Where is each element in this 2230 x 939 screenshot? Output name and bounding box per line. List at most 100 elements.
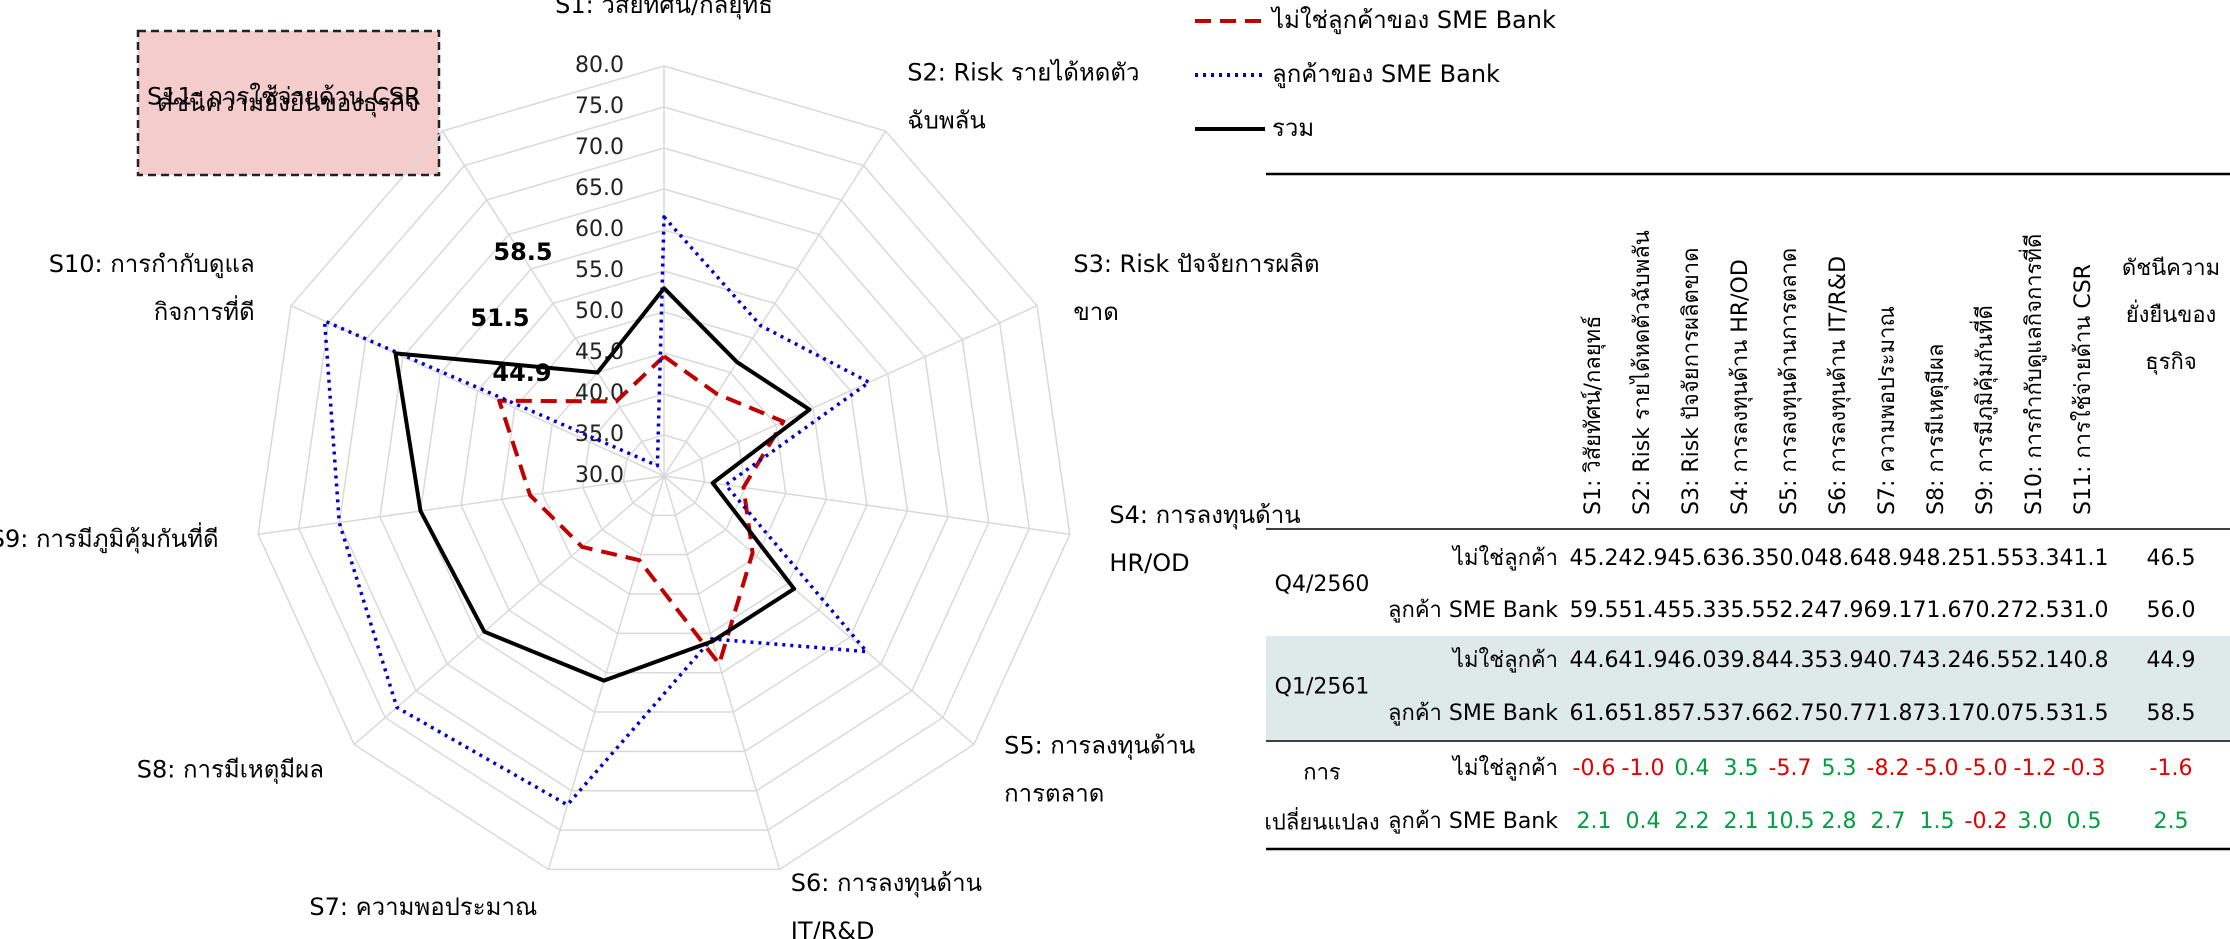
spoke [663, 475, 781, 870]
cell: -0.3 [2063, 756, 2106, 781]
cell: 51.4 [1619, 598, 1668, 623]
cell: 43.2 [1913, 648, 1962, 673]
cell: -1.6 [2150, 756, 2193, 781]
cell: -5.7 [1769, 756, 1812, 781]
spoke [258, 475, 665, 536]
cell: 61.6 [1570, 701, 1619, 726]
annotation: 44.9 [492, 359, 551, 387]
axis-label-line: กิจการที่ดี [154, 295, 255, 326]
cell: -5.0 [1965, 756, 2008, 781]
axis-label: S11: การใช้จ่ายด้าน CSR [147, 82, 421, 110]
index-box [136, 29, 441, 177]
cell: -1.2 [2014, 756, 2057, 781]
column-header: S11: การใช้จ่ายด้าน CSR [2070, 264, 2096, 515]
cell: 70.2 [1962, 598, 2011, 623]
cell: 41.9 [1619, 648, 1668, 673]
group-label: เปลี่ยนแปลง [1264, 807, 1379, 836]
cell: 51.8 [1619, 701, 1668, 726]
spoke [441, 130, 665, 477]
cell: 59.5 [1570, 598, 1619, 623]
cell: 2.2 [1675, 809, 1710, 834]
column-header: ธุรกิจ [2145, 350, 2196, 375]
grid-ring [500, 311, 828, 635]
cell: 52.1 [2011, 648, 2060, 673]
row-label: ไม่ใช่ลูกค้า [1451, 755, 1558, 781]
group-shade [1266, 636, 2230, 740]
r-tick-label: 55.0 [575, 258, 624, 283]
cell: 56.0 [2147, 598, 2196, 623]
cell: 73.1 [1913, 701, 1962, 726]
cell: 71.6 [1913, 598, 1962, 623]
axis-label-line: S10: การกำกับดูแล [49, 250, 255, 279]
axis-label: S8: การมีเหตุมีผล [137, 756, 324, 785]
r-tick-label: 75.0 [575, 94, 624, 119]
axis-label: S6: การลงทุนด้าน IT/R&D [791, 869, 982, 939]
cell: 2.7 [1871, 809, 1906, 834]
axis-label-line: HR/OD [1109, 549, 1189, 577]
cell: 3.5 [1724, 756, 1759, 781]
cell: -0.2 [1965, 809, 2008, 834]
index-box-label: ดัชนีความยั่งยืนของธุรกิจ [157, 86, 419, 118]
grid-ring [460, 270, 868, 674]
column-header: S1: วิสัยทัศน์/กลยุทธ์ [1581, 315, 1606, 515]
group-label: การ [1303, 761, 1341, 786]
cell: 31.5 [2060, 701, 2109, 726]
annotation: 58.5 [493, 238, 552, 266]
column-header: S4: การลงทุนด้าน HR/OD [1728, 259, 1753, 515]
cell: 39.8 [1717, 648, 1766, 673]
column-header: S3: Risk ปัจจัยการผลิตขาด [1679, 248, 1704, 515]
cell: -0.6 [1573, 756, 1616, 781]
cell: 45.2 [1570, 546, 1619, 571]
grid-ring [257, 65, 1071, 871]
spoke [353, 475, 665, 746]
row-label: ไม่ใช่ลูกค้า [1451, 545, 1558, 571]
cell: 37.6 [1717, 701, 1766, 726]
grid-ring [622, 434, 706, 517]
axis-label-line: S11: การใช้จ่ายด้าน CSR [147, 82, 421, 110]
cell: 40.7 [1864, 648, 1913, 673]
cell: 45.6 [1668, 546, 1717, 571]
grid-ring [338, 147, 990, 792]
cell: 44.9 [2147, 648, 2196, 673]
cell: -5.0 [1916, 756, 1959, 781]
cell: 51.5 [1962, 546, 2011, 571]
cell: 2.1 [1577, 809, 1612, 834]
grid-ring [582, 393, 746, 556]
column-header: ยั่งยืนของ [2126, 299, 2217, 328]
cell: 55.3 [1668, 598, 1717, 623]
cell: -8.2 [1867, 756, 1910, 781]
axis-label-line: S6: การลงทุนด้าน [791, 869, 982, 898]
cell: 41.1 [2060, 546, 2109, 571]
cell: 2.8 [1822, 809, 1857, 834]
cell: 42.9 [1619, 546, 1668, 571]
cell: 75.5 [2011, 701, 2060, 726]
cell: 40.8 [2060, 648, 2109, 673]
grid-ring [419, 229, 909, 713]
cell: 31.0 [2060, 598, 2109, 623]
spoke [663, 475, 1070, 536]
cell: 1.5 [1920, 809, 1955, 834]
r-tick-label: 70.0 [575, 135, 624, 160]
cell: 53.3 [2011, 546, 2060, 571]
spoke [663, 475, 975, 746]
r-tick-label: 65.0 [575, 176, 624, 201]
axis-label: S10: การกำกับดูแลกิจการที่ดี [49, 250, 255, 326]
axis-label-line: S4: การลงทุนด้าน [1109, 501, 1300, 530]
cell: 46.0 [1668, 648, 1717, 673]
legend-label: ลูกค้าของ SME Bank [1272, 60, 1500, 89]
column-header: S2: Risk รายได้หดตัวฉับพลัน [1629, 230, 1655, 515]
column-header: S10: การกำกับดูแลกิจการที่ดี [2018, 234, 2047, 515]
axis-label-line: การตลาด [1004, 780, 1104, 808]
cell: 58.5 [2147, 701, 2196, 726]
group-label: Q1/2561 [1275, 675, 1370, 700]
cell: 2.1 [1724, 809, 1759, 834]
cell: 50.7 [1815, 701, 1864, 726]
axis-label: S5: การลงทุนด้านการตลาด [1004, 732, 1195, 808]
cell: 57.5 [1668, 701, 1717, 726]
cell: 48.9 [1864, 546, 1913, 571]
legend-label: ไม่ใช่ลูกค้าของ SME Bank [1270, 6, 1556, 35]
row-label: ลูกค้า SME Bank [1388, 701, 1558, 726]
cell: 35.5 [1717, 598, 1766, 623]
cell: 46.5 [1962, 648, 2011, 673]
